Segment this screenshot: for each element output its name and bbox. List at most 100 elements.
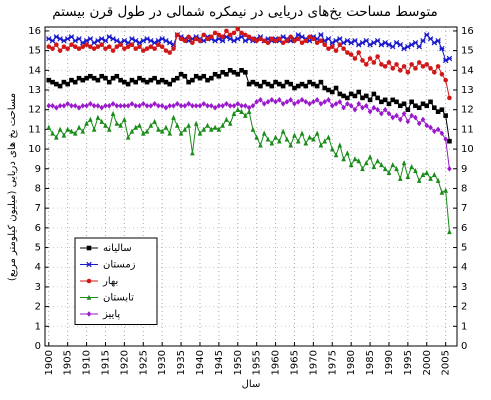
marker	[69, 128, 74, 134]
marker	[337, 99, 343, 105]
marker	[447, 165, 452, 172]
marker	[322, 99, 328, 105]
marker	[303, 99, 309, 105]
y-tick-label: 15	[461, 46, 474, 57]
marker	[61, 102, 67, 109]
marker	[337, 142, 343, 148]
marker	[156, 42, 161, 48]
marker	[243, 32, 248, 38]
marker	[273, 38, 278, 44]
marker	[311, 99, 316, 105]
x-tick-label: 1930	[157, 350, 168, 375]
x-tick-label: 1920	[119, 350, 130, 375]
marker	[186, 79, 191, 85]
marker	[326, 97, 331, 103]
marker	[46, 44, 52, 49]
marker	[277, 97, 282, 103]
marker	[439, 189, 445, 195]
marker	[318, 32, 324, 38]
marker	[193, 73, 199, 79]
marker	[133, 102, 139, 109]
marker	[439, 45, 445, 52]
marker	[269, 140, 275, 146]
y-tick-label: 16	[28, 26, 41, 37]
marker	[398, 116, 403, 123]
marker	[54, 134, 59, 140]
marker	[375, 95, 380, 101]
x-tick-label: 1995	[403, 350, 414, 375]
y-tick-label: 6	[461, 223, 467, 234]
marker	[439, 71, 445, 77]
marker	[250, 126, 256, 132]
marker	[379, 110, 384, 117]
marker	[333, 85, 339, 91]
x-tick-label: 1940	[195, 350, 206, 375]
y-tick-label: 12	[28, 105, 41, 116]
marker	[193, 36, 199, 42]
x-tick-label: 1965	[289, 350, 300, 375]
marker	[216, 126, 222, 132]
marker	[227, 120, 233, 126]
marker	[125, 44, 131, 49]
marker	[348, 52, 354, 57]
marker	[405, 173, 411, 179]
y-tick-label: 11	[28, 124, 41, 135]
marker	[209, 126, 214, 132]
marker	[76, 46, 82, 51]
marker	[386, 169, 392, 176]
marker	[292, 85, 297, 91]
marker	[280, 128, 286, 134]
marker	[432, 69, 437, 75]
marker	[235, 100, 241, 107]
marker	[178, 102, 184, 109]
marker	[122, 79, 127, 85]
marker	[333, 100, 339, 107]
marker	[341, 46, 346, 51]
y-tick-label: 5	[35, 243, 41, 254]
marker	[435, 64, 441, 69]
marker	[239, 102, 244, 109]
marker	[69, 102, 74, 109]
marker	[182, 73, 188, 79]
marker	[201, 73, 207, 79]
marker	[356, 100, 362, 107]
marker	[243, 112, 248, 118]
marker	[352, 156, 358, 162]
marker	[443, 77, 448, 83]
marker	[363, 38, 370, 44]
marker	[314, 83, 320, 89]
marker	[379, 99, 384, 105]
marker	[390, 162, 396, 168]
marker	[76, 36, 82, 42]
marker	[341, 93, 346, 99]
marker	[363, 160, 369, 166]
marker	[106, 102, 112, 109]
marker	[390, 97, 396, 103]
marker	[382, 106, 388, 113]
marker	[163, 124, 169, 130]
marker	[261, 100, 267, 107]
marker	[329, 146, 335, 152]
marker	[171, 102, 176, 109]
x-tick-label: 1975	[327, 350, 338, 375]
legend-label: تابستان	[103, 293, 134, 304]
y-tick-label: 7	[461, 203, 467, 214]
marker	[367, 56, 373, 61]
marker	[337, 42, 343, 48]
marker	[224, 28, 229, 34]
marker	[269, 83, 275, 89]
marker	[265, 99, 271, 105]
marker	[174, 100, 180, 107]
marker	[307, 100, 312, 107]
marker	[326, 134, 331, 140]
marker	[72, 79, 78, 85]
marker	[239, 30, 244, 36]
marker	[371, 104, 377, 111]
marker	[140, 48, 146, 53]
marker	[122, 46, 127, 51]
marker	[318, 38, 324, 44]
marker	[197, 38, 203, 44]
marker	[65, 46, 70, 51]
marker	[299, 81, 305, 87]
